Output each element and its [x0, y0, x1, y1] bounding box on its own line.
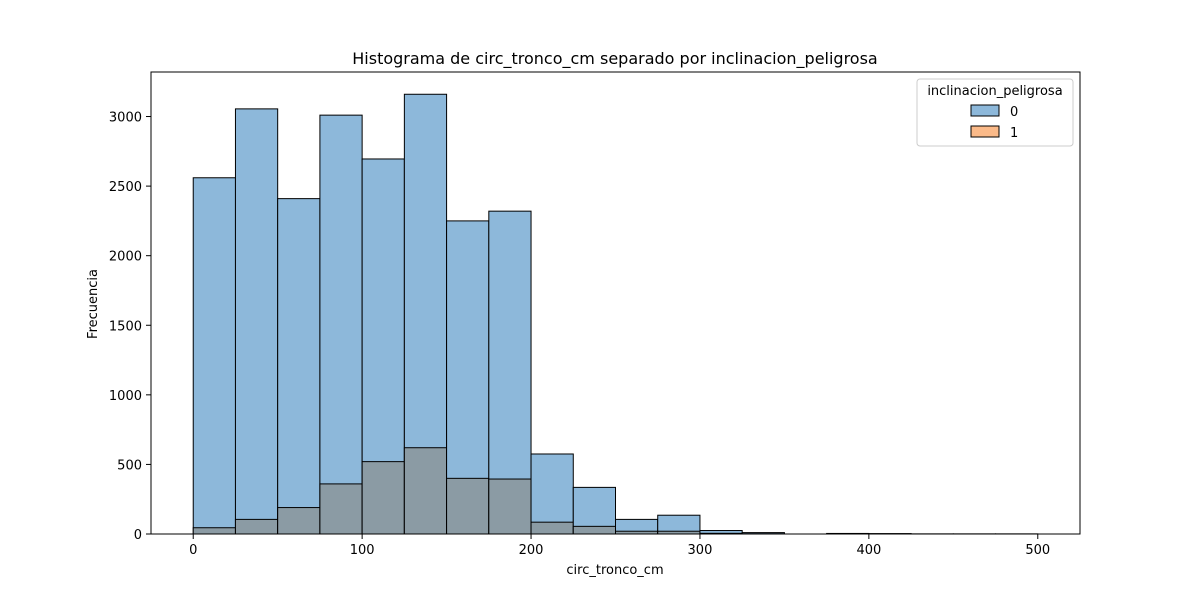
- axes-layer: 0 100 200 300 400 500 0 500 1000 1500 2000 2500 3000: [109, 71, 1081, 558]
- bar-inclinacion-0: [277, 198, 321, 535]
- x-tick-label: 400: [856, 543, 881, 558]
- chart-title: Histograma de circ_tronco_cm separado po…: [352, 49, 877, 69]
- y-tick-label: 1000: [109, 389, 142, 404]
- plot-frame: [150, 71, 1081, 535]
- bar-inclinacion-1: [361, 461, 405, 535]
- legend-label-1: 1: [1010, 126, 1018, 141]
- legend-swatch-1: [970, 125, 1000, 138]
- legend-swatch-0: [970, 104, 1000, 117]
- bars-layer: [192, 93, 1039, 535]
- bar-inclinacion-1: [192, 527, 236, 535]
- y-tick-label: 3000: [109, 111, 142, 126]
- x-tick-label: 100: [350, 543, 375, 558]
- bar-inclinacion-1: [403, 447, 448, 535]
- x-tick-label: 500: [1025, 543, 1050, 558]
- bar-inclinacion-1: [277, 507, 321, 535]
- bar-inclinacion-1: [488, 478, 532, 535]
- bar-inclinacion-1: [572, 525, 616, 535]
- bar-inclinacion-0: [234, 108, 279, 535]
- y-axis-label: Frecuencia: [86, 269, 101, 339]
- legend-title: inclinacion_peligrosa: [927, 84, 1062, 99]
- y-tick-label: 1500: [109, 319, 142, 334]
- bar-inclinacion-1: [319, 483, 363, 535]
- bar-inclinacion-1: [234, 518, 279, 535]
- x-tick-label: 0: [189, 543, 197, 558]
- bar-inclinacion-1: [530, 521, 574, 535]
- x-tick-label: 200: [519, 543, 544, 558]
- x-axis-label: circ_tronco_cm: [566, 563, 663, 578]
- bar-inclinacion-1: [446, 477, 490, 535]
- legend: inclinacion_peligrosa 0 1: [916, 78, 1074, 147]
- y-tick-label: 0: [134, 528, 142, 543]
- legend-label-0: 0: [1010, 105, 1018, 120]
- y-tick-label: 2500: [109, 180, 142, 195]
- bar-inclinacion-0: [319, 114, 363, 535]
- y-tick-label: 500: [117, 458, 142, 473]
- bar-inclinacion-0: [192, 177, 236, 535]
- y-tick-label: 2000: [109, 250, 142, 265]
- x-tick-label: 300: [688, 543, 713, 558]
